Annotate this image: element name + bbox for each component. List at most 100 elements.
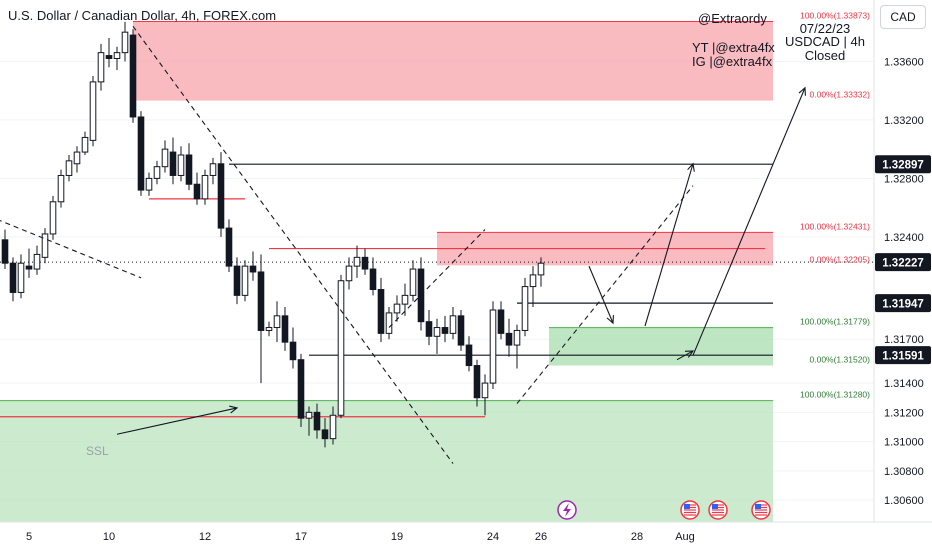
price-badge[interactable]: 1.32227: [875, 253, 931, 272]
candle[interactable]: [1, 229, 9, 270]
candle-body: [113, 52, 121, 59]
price-badge[interactable]: 1.31947: [875, 294, 931, 313]
candle-body: [89, 81, 97, 141]
candle[interactable]: [65, 154, 73, 182]
event-icons[interactable]: [557, 500, 771, 520]
candle[interactable]: [161, 140, 169, 173]
candle[interactable]: [185, 143, 193, 191]
currency-button[interactable]: CAD: [880, 5, 926, 29]
price-badge[interactable]: 1.31591: [875, 346, 931, 365]
candle[interactable]: [17, 254, 25, 299]
candle[interactable]: [473, 359, 481, 407]
candle[interactable]: [433, 318, 441, 354]
candle[interactable]: [41, 228, 49, 264]
candle-body: [225, 227, 233, 267]
candle[interactable]: [281, 307, 289, 351]
candle[interactable]: [369, 257, 377, 296]
candle[interactable]: [537, 257, 545, 287]
candle[interactable]: [329, 406, 337, 445]
candle[interactable]: [409, 260, 417, 302]
arrow-head: [687, 162, 695, 172]
candle[interactable]: [257, 254, 265, 384]
candle-body: [305, 411, 313, 419]
candle[interactable]: [481, 374, 489, 416]
candle[interactable]: [505, 318, 513, 357]
candle[interactable]: [33, 245, 41, 275]
candle[interactable]: [209, 157, 217, 185]
candle[interactable]: [241, 260, 249, 302]
candle[interactable]: [289, 327, 297, 369]
fib-label: 100.00%(1.31779): [800, 317, 870, 327]
candle[interactable]: [81, 131, 89, 155]
candle[interactable]: [25, 248, 33, 278]
candle[interactable]: [441, 315, 449, 343]
candle[interactable]: [249, 251, 257, 281]
candle[interactable]: [201, 169, 209, 205]
us-flag-event-icon[interactable]: [708, 500, 728, 520]
candle[interactable]: [425, 309, 433, 346]
candle[interactable]: [321, 418, 329, 448]
candle[interactable]: [297, 353, 305, 427]
candle[interactable]: [273, 301, 281, 343]
candle[interactable]: [145, 172, 153, 196]
candle[interactable]: [169, 137, 177, 185]
candle[interactable]: [305, 406, 313, 436]
candle[interactable]: [225, 219, 233, 272]
candle[interactable]: [313, 403, 321, 439]
candle[interactable]: [449, 307, 457, 340]
candle[interactable]: [361, 248, 369, 275]
candle[interactable]: [217, 152, 225, 237]
candle-body: [521, 286, 529, 331]
candle[interactable]: [129, 29, 137, 123]
arrow-shaft: [644, 163, 694, 327]
candle-body: [57, 174, 65, 203]
candle[interactable]: [377, 277, 385, 343]
candle-body: [185, 154, 193, 185]
candle[interactable]: [529, 266, 537, 308]
candle-body: [65, 160, 73, 176]
candle[interactable]: [457, 309, 465, 351]
us-flag-event-icon[interactable]: [680, 500, 700, 520]
candle-body: [401, 294, 409, 305]
candle[interactable]: [497, 301, 505, 340]
candle[interactable]: [9, 257, 17, 302]
price-axis[interactable]: 1.33600 1.33200 1.32800 1.32400 1.31700 1.314…: [873, 0, 932, 550]
us-flag-event-icon[interactable]: [751, 500, 771, 520]
lightning-event-icon[interactable]: [557, 500, 577, 520]
time-axis[interactable]: 5 10 12 17 19 24 26 28 Aug: [0, 521, 932, 550]
candle-body: [465, 344, 473, 367]
candle-body: [1, 239, 9, 264]
candle[interactable]: [113, 46, 121, 71]
candle[interactable]: [385, 307, 393, 340]
candle[interactable]: [89, 76, 97, 147]
candle[interactable]: [417, 257, 425, 331]
chart-title: U.S. Dollar / Canadian Dollar, 4h, FOREX…: [8, 8, 277, 23]
price-badge[interactable]: 1.32897: [875, 155, 931, 174]
candle[interactable]: [49, 195, 57, 240]
candle[interactable]: [337, 274, 345, 419]
candle[interactable]: [521, 277, 529, 337]
candle[interactable]: [345, 257, 353, 290]
candle[interactable]: [513, 324, 521, 369]
candle[interactable]: [177, 146, 185, 182]
candle[interactable]: [193, 172, 201, 205]
arrow-head: [229, 405, 239, 414]
candle[interactable]: [401, 283, 409, 316]
candle[interactable]: [137, 111, 145, 196]
candle-body: [313, 411, 321, 431]
candle[interactable]: [265, 321, 273, 337]
candle[interactable]: [97, 43, 105, 91]
candle[interactable]: [465, 336, 473, 372]
price-badge-bg: [875, 294, 931, 313]
candle[interactable]: [153, 160, 161, 185]
candle[interactable]: [233, 257, 241, 305]
candle[interactable]: [353, 245, 361, 278]
candle[interactable]: [121, 21, 129, 62]
candle[interactable]: [105, 38, 113, 68]
candle[interactable]: [73, 146, 81, 173]
candle-body: [73, 151, 81, 165]
candle[interactable]: [393, 295, 401, 322]
candle[interactable]: [57, 169, 65, 208]
candle[interactable]: [489, 301, 497, 389]
